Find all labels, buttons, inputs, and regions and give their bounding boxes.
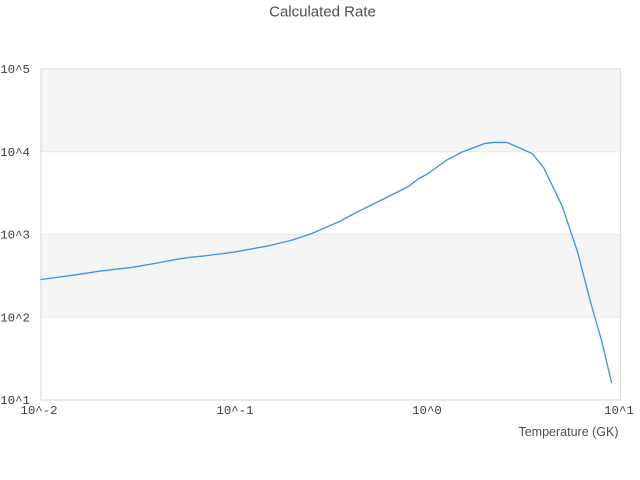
svg-text:10^-2: 10^-2 bbox=[20, 404, 57, 418]
svg-text:10^0: 10^0 bbox=[412, 404, 442, 418]
svg-text:10^5: 10^5 bbox=[0, 63, 30, 77]
svg-text:Calculated Rate: Calculated Rate bbox=[269, 4, 376, 21]
svg-text:10^2: 10^2 bbox=[0, 311, 30, 325]
svg-text:Temperature (GK): Temperature (GK) bbox=[518, 425, 618, 439]
svg-text:10^4: 10^4 bbox=[0, 146, 30, 160]
svg-text:10^3: 10^3 bbox=[0, 229, 30, 243]
svg-text:10^-1: 10^-1 bbox=[216, 404, 253, 418]
svg-text:10^1: 10^1 bbox=[0, 394, 30, 408]
svg-text:10^1: 10^1 bbox=[604, 404, 634, 418]
